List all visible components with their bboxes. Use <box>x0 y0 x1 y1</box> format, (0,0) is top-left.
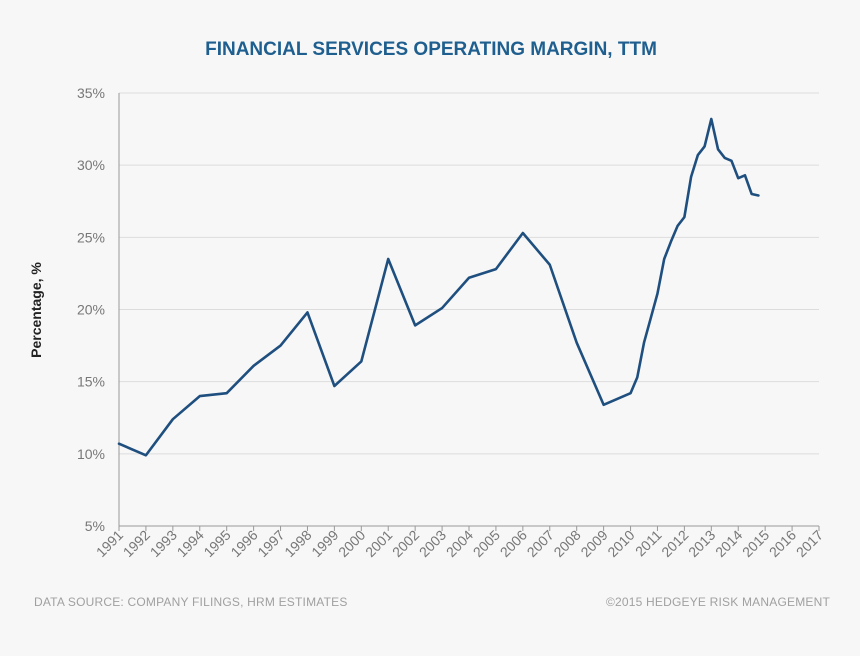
y-tick-label-30: 30% <box>77 157 105 173</box>
x-tick-label-1992: 1992 <box>120 527 153 560</box>
chart-title: FINANCIAL SERVICES OPERATING MARGIN, TTM <box>205 39 657 60</box>
y-tick-label-15: 15% <box>77 374 105 390</box>
y-axis-label: Percentage, % <box>28 262 44 358</box>
x-tick-label-2015: 2015 <box>739 527 772 560</box>
y-tick-label-5: 5% <box>85 518 105 534</box>
x-tick-label-2005: 2005 <box>470 527 503 560</box>
series-line-0 <box>117 117 760 457</box>
y-axis-tick-labels: 5% 10% 15% 20% 25% 30% 35% <box>77 85 105 534</box>
footer-copyright: ©2015 HEDGEYE RISK MANAGEMENT <box>606 595 831 609</box>
x-tick-label-2014: 2014 <box>712 527 745 560</box>
x-tick-label-2000: 2000 <box>335 527 368 560</box>
x-tick-label-1997: 1997 <box>254 527 287 560</box>
x-tick-label-1994: 1994 <box>174 527 207 560</box>
axes <box>118 93 820 531</box>
x-tick-label-2016: 2016 <box>766 527 799 560</box>
x-tick-label-2012: 2012 <box>658 527 691 560</box>
x-tick-label-1995: 1995 <box>200 527 233 560</box>
x-tick-label-2001: 2001 <box>362 527 395 560</box>
x-tick-label-2009: 2009 <box>577 527 610 560</box>
x-tick-label-2011: 2011 <box>632 527 665 560</box>
y-tick-label-10: 10% <box>77 446 105 462</box>
x-tick-label-2010: 2010 <box>604 527 637 560</box>
series-layer <box>117 117 760 457</box>
x-axis-tick-labels: 1991199219931994199519961997199819992000… <box>93 527 826 560</box>
x-tick-label-2002: 2002 <box>389 527 422 560</box>
x-tick-label-1996: 1996 <box>227 527 260 560</box>
x-tick-label-2007: 2007 <box>524 527 557 560</box>
x-tick-label-1993: 1993 <box>147 527 180 560</box>
y-tick-label-25: 25% <box>77 229 105 245</box>
y-tick-label-20: 20% <box>77 302 105 318</box>
x-tick-label-2004: 2004 <box>443 527 476 560</box>
y-tick-label-35: 35% <box>77 85 105 101</box>
footer-data-source: DATA SOURCE: COMPANY FILINGS, HRM ESTIMA… <box>34 595 348 609</box>
x-tick-label-2017: 2017 <box>793 527 826 560</box>
x-tick-label-2003: 2003 <box>416 527 449 560</box>
gridlines <box>119 92 819 455</box>
x-tick-label-1998: 1998 <box>281 527 314 560</box>
x-tick-label-2013: 2013 <box>685 527 718 560</box>
x-tick-label-2006: 2006 <box>497 527 530 560</box>
x-tick-label-1999: 1999 <box>308 527 341 560</box>
x-tick-label-2008: 2008 <box>550 527 583 560</box>
